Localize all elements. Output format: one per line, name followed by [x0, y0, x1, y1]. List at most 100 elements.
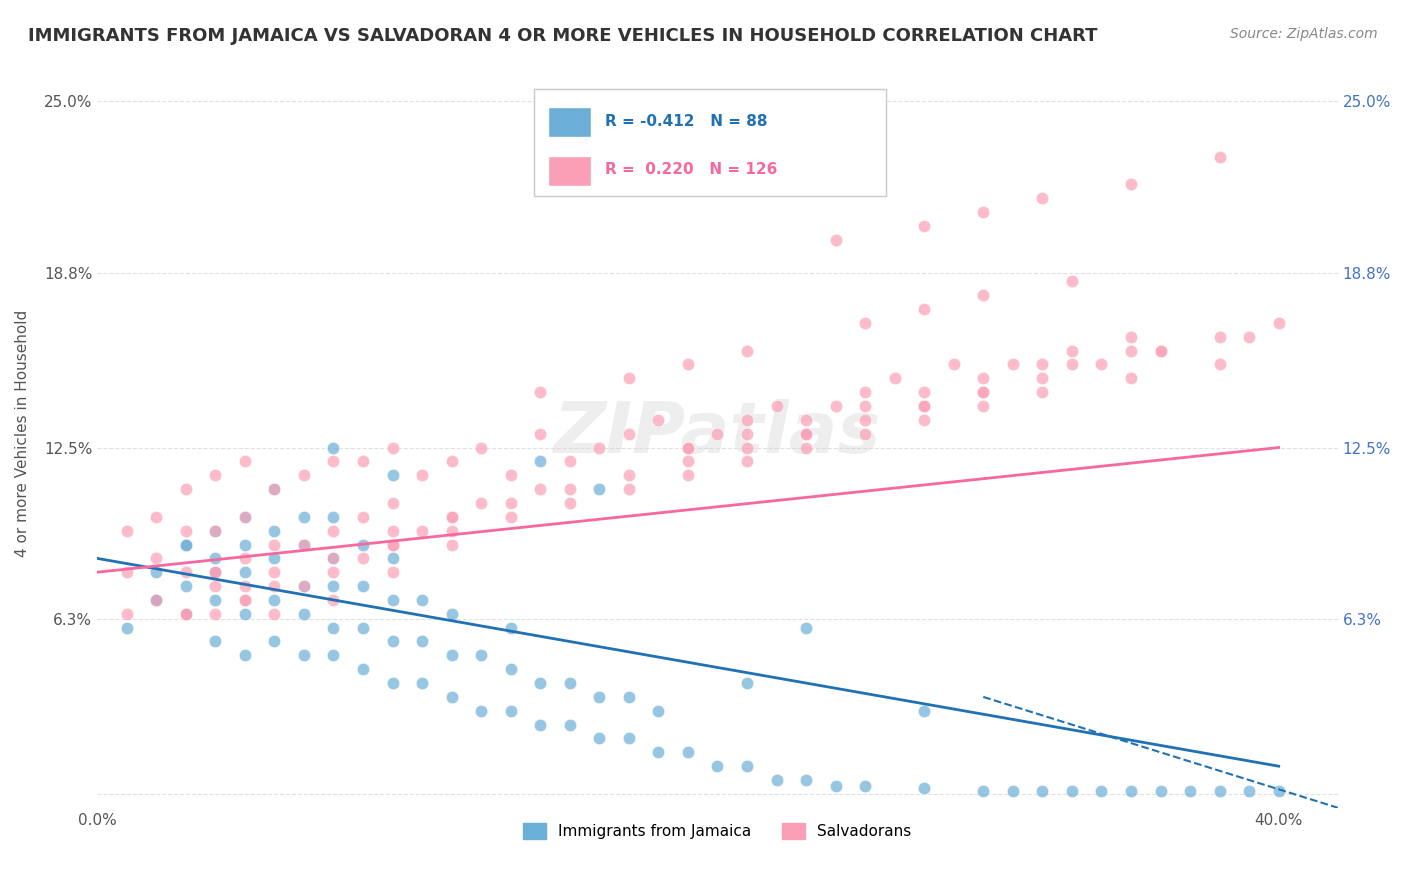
Point	[794, 413, 817, 427]
Point	[233, 566, 256, 580]
Point	[972, 205, 994, 219]
Point	[292, 509, 315, 524]
Point	[292, 607, 315, 621]
Point	[912, 413, 935, 427]
Point	[499, 621, 522, 635]
Point	[1031, 371, 1053, 385]
Point	[499, 704, 522, 718]
Point	[292, 537, 315, 551]
Point	[617, 468, 640, 483]
Point	[440, 509, 463, 524]
Point	[794, 426, 817, 441]
Point	[1208, 784, 1230, 798]
Point	[529, 385, 551, 400]
Point	[381, 496, 404, 510]
Point	[972, 385, 994, 400]
Point	[1178, 784, 1201, 798]
Point	[440, 509, 463, 524]
Point	[233, 551, 256, 566]
Point	[381, 551, 404, 566]
Text: Source: ZipAtlas.com: Source: ZipAtlas.com	[1230, 27, 1378, 41]
Point	[647, 413, 669, 427]
Point	[1031, 358, 1053, 372]
Point	[381, 524, 404, 538]
Point	[558, 496, 581, 510]
Point	[1149, 343, 1171, 358]
Point	[322, 441, 344, 455]
Point	[972, 784, 994, 798]
Point	[735, 676, 758, 690]
Point	[233, 579, 256, 593]
Point	[352, 537, 374, 551]
Point	[1031, 784, 1053, 798]
Point	[174, 482, 197, 496]
Point	[883, 371, 905, 385]
Point	[381, 537, 404, 551]
Point	[352, 662, 374, 676]
Point	[292, 537, 315, 551]
Point	[1060, 274, 1083, 288]
Point	[794, 772, 817, 787]
Point	[853, 385, 876, 400]
Point	[853, 413, 876, 427]
Point	[558, 482, 581, 496]
Point	[263, 593, 285, 607]
Point	[411, 593, 433, 607]
Point	[381, 566, 404, 580]
Point	[1060, 343, 1083, 358]
Point	[1119, 784, 1142, 798]
Point	[145, 593, 167, 607]
Point	[735, 426, 758, 441]
Point	[470, 441, 492, 455]
Point	[972, 399, 994, 413]
Point	[1267, 784, 1289, 798]
Point	[204, 579, 226, 593]
Point	[972, 385, 994, 400]
Point	[529, 426, 551, 441]
Point	[204, 566, 226, 580]
Point	[322, 551, 344, 566]
Point	[647, 704, 669, 718]
Point	[912, 399, 935, 413]
Point	[263, 551, 285, 566]
Y-axis label: 4 or more Vehicles in Household: 4 or more Vehicles in Household	[15, 310, 30, 558]
Point	[322, 621, 344, 635]
Point	[676, 441, 699, 455]
Point	[263, 566, 285, 580]
Point	[322, 509, 344, 524]
Point	[1119, 178, 1142, 192]
Point	[381, 441, 404, 455]
Point	[1119, 371, 1142, 385]
Point	[1208, 329, 1230, 343]
Point	[292, 579, 315, 593]
Point	[115, 621, 138, 635]
Point	[204, 524, 226, 538]
Point	[204, 634, 226, 648]
Point	[322, 566, 344, 580]
Point	[912, 385, 935, 400]
Point	[1001, 358, 1024, 372]
Point	[381, 634, 404, 648]
Point	[1031, 385, 1053, 400]
Text: IMMIGRANTS FROM JAMAICA VS SALVADORAN 4 OR MORE VEHICLES IN HOUSEHOLD CORRELATIO: IMMIGRANTS FROM JAMAICA VS SALVADORAN 4 …	[28, 27, 1098, 45]
Point	[440, 537, 463, 551]
Point	[529, 454, 551, 468]
Point	[322, 593, 344, 607]
FancyBboxPatch shape	[548, 107, 591, 137]
Point	[352, 551, 374, 566]
Point	[352, 621, 374, 635]
FancyBboxPatch shape	[548, 155, 591, 186]
Point	[1060, 358, 1083, 372]
Point	[233, 509, 256, 524]
Point	[558, 454, 581, 468]
Point	[411, 468, 433, 483]
Point	[853, 399, 876, 413]
Point	[499, 468, 522, 483]
Text: R = -0.412   N = 88: R = -0.412 N = 88	[605, 114, 768, 128]
Point	[617, 690, 640, 704]
Point	[647, 745, 669, 759]
Point	[1149, 784, 1171, 798]
Text: ZIPatlas: ZIPatlas	[554, 400, 882, 468]
Point	[322, 551, 344, 566]
Point	[322, 579, 344, 593]
